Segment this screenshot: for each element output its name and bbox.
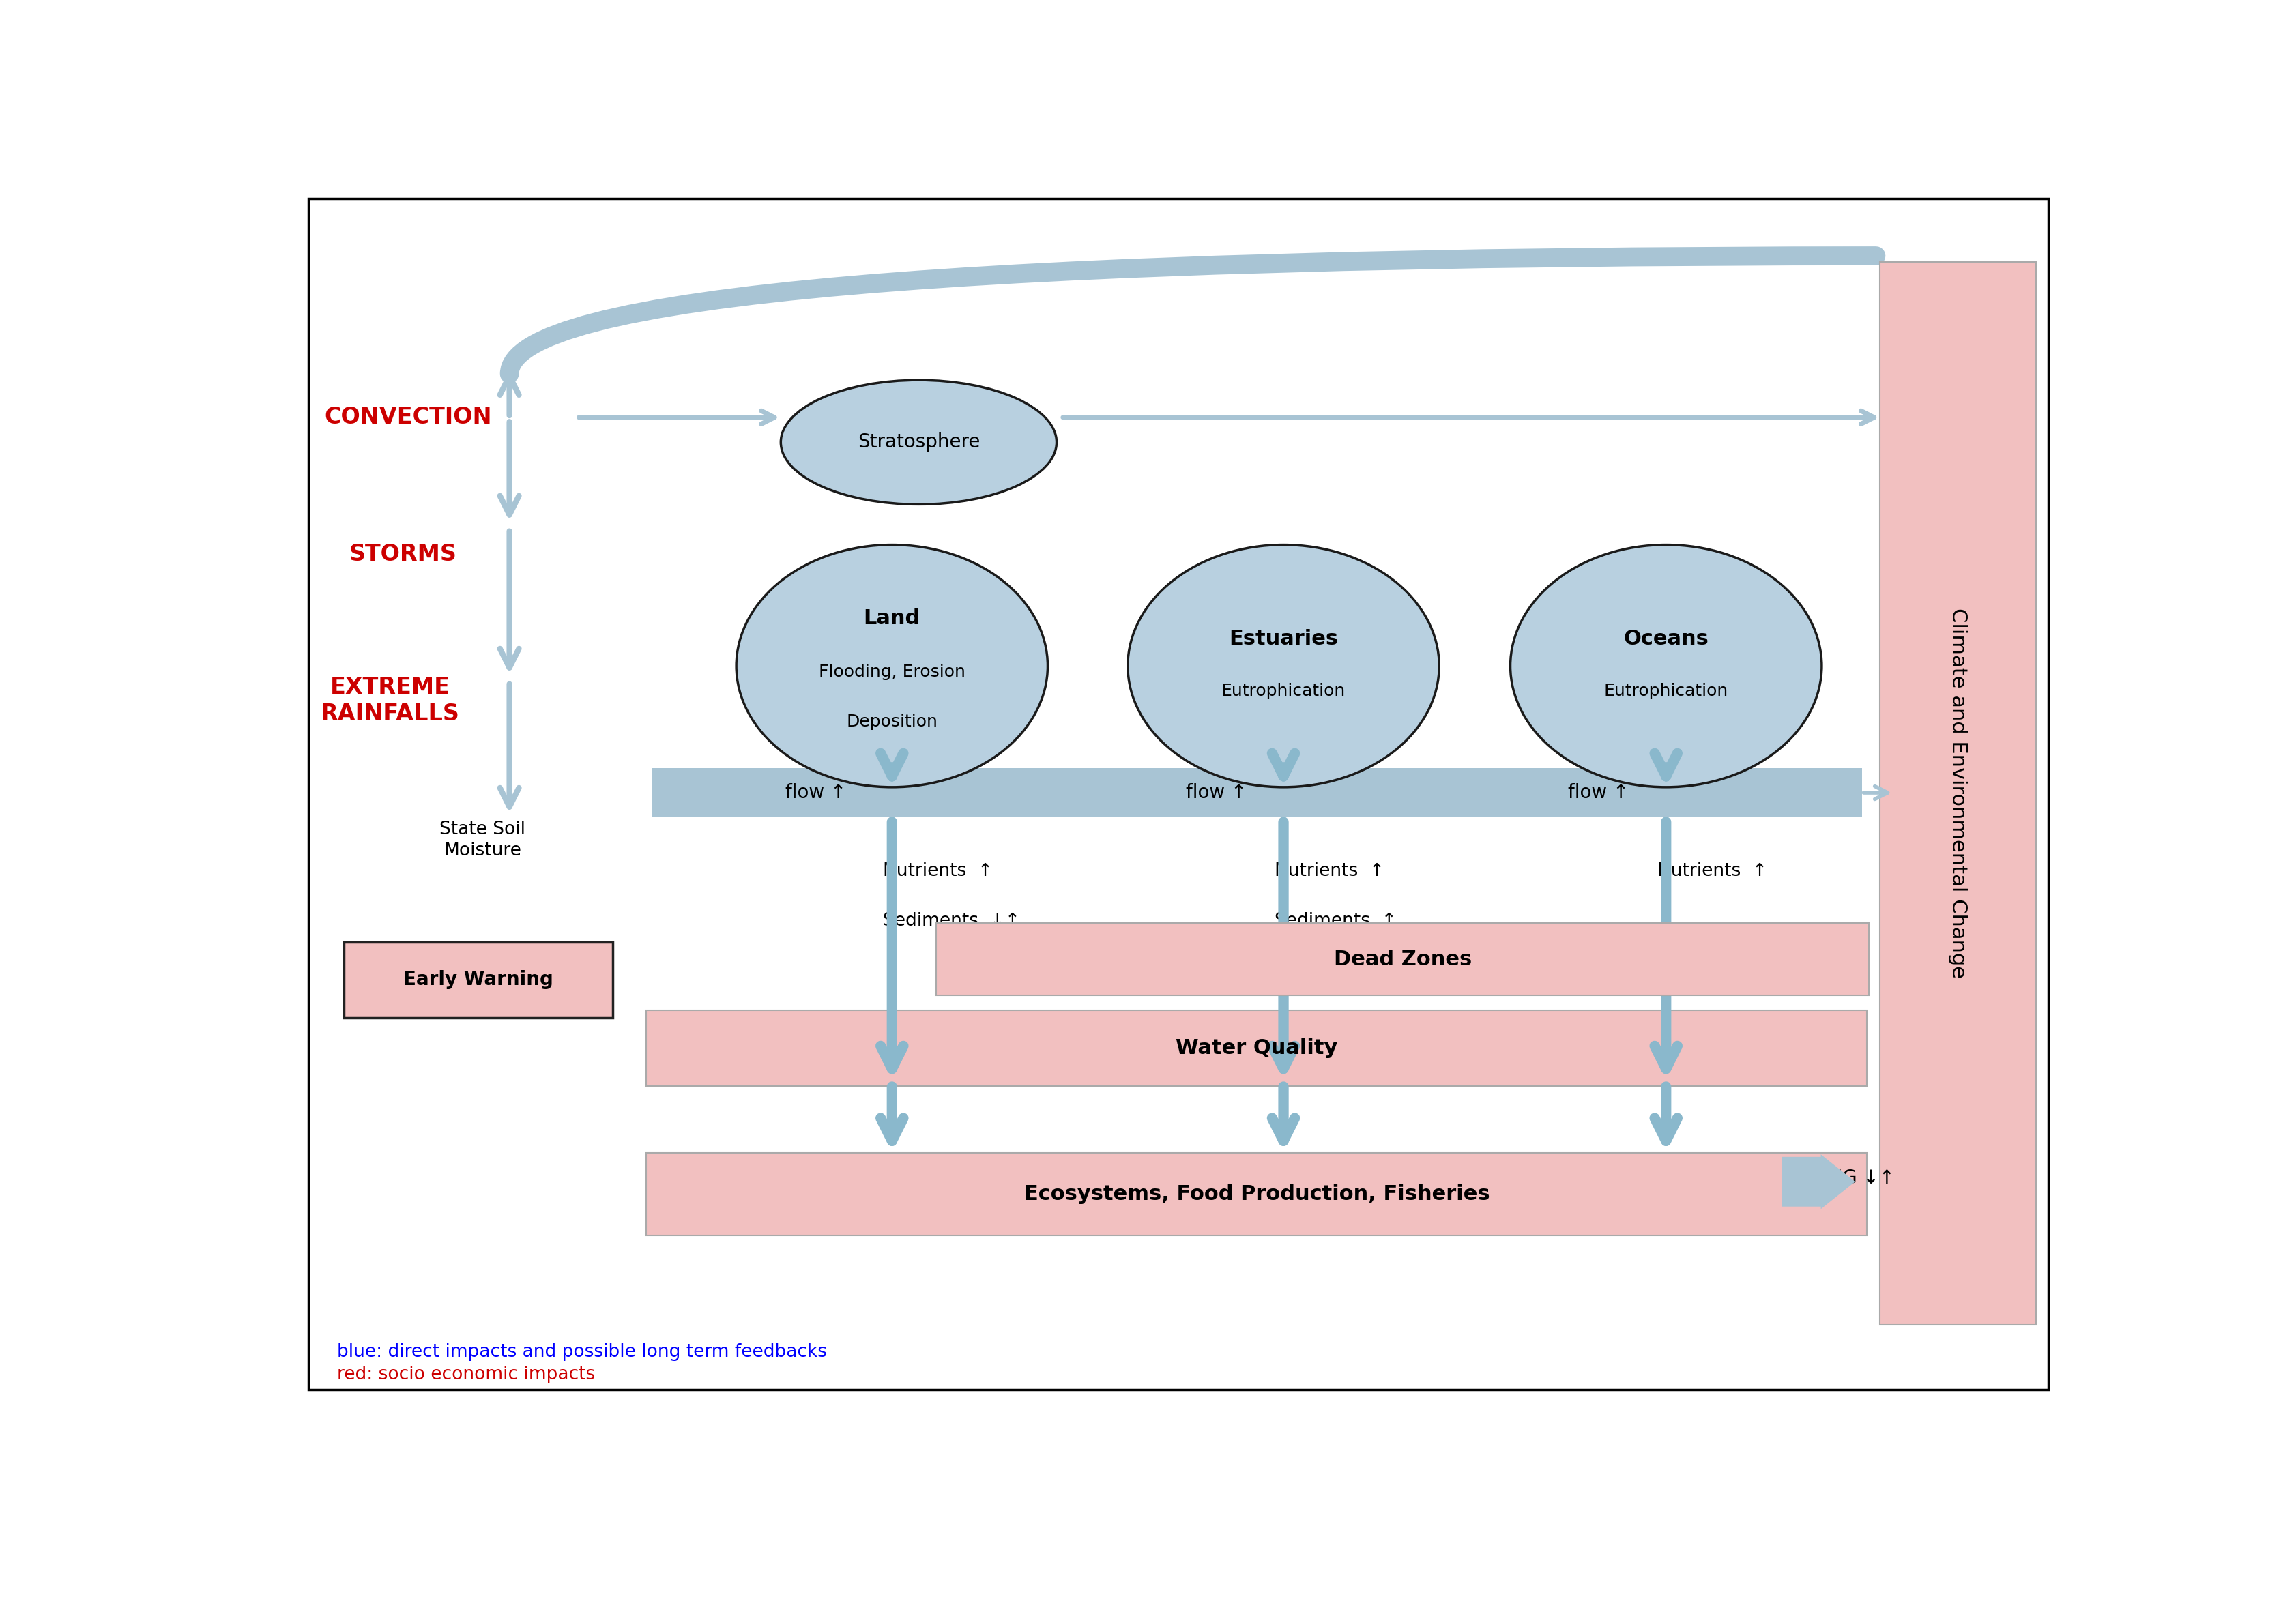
Text: Ecosystems, Food Production, Fisheries: Ecosystems, Food Production, Fisheries	[1024, 1185, 1490, 1204]
Text: Sediments  ↑: Sediments ↑	[1274, 912, 1396, 930]
FancyArrow shape	[1782, 1154, 1855, 1209]
FancyBboxPatch shape	[647, 1010, 1867, 1086]
Text: CONVECTION: CONVECTION	[324, 407, 491, 429]
Text: Land: Land	[863, 608, 921, 628]
Text: Eutrophication: Eutrophication	[1221, 683, 1345, 699]
Text: Dead Zones: Dead Zones	[1334, 949, 1472, 968]
Text: State Soil
Moisture: State Soil Moisture	[441, 820, 526, 859]
Text: Nutrients  ↑: Nutrients ↑	[1274, 862, 1384, 880]
Text: Flooding, Erosion: Flooding, Erosion	[820, 663, 964, 681]
Text: Nutrients  ↑: Nutrients ↑	[1658, 862, 1768, 880]
Text: STORMS: STORMS	[349, 542, 457, 565]
Text: Estuaries: Estuaries	[1228, 629, 1339, 649]
Text: Eutrophication: Eutrophication	[1605, 683, 1729, 699]
FancyBboxPatch shape	[344, 943, 613, 1018]
Text: Stratosphere: Stratosphere	[856, 433, 980, 452]
Text: Nutrients  ↑: Nutrients ↑	[884, 862, 994, 880]
FancyBboxPatch shape	[1880, 261, 2037, 1325]
Ellipse shape	[737, 546, 1047, 788]
Text: red: socio economic impacts: red: socio economic impacts	[338, 1365, 595, 1383]
Text: Sediments  ↓↑: Sediments ↓↑	[884, 912, 1019, 930]
Ellipse shape	[781, 379, 1056, 504]
FancyBboxPatch shape	[647, 1152, 1867, 1235]
Text: Water Quality: Water Quality	[1176, 1038, 1339, 1059]
Text: blue: direct impacts and possible long term feedbacks: blue: direct impacts and possible long t…	[338, 1343, 827, 1361]
FancyBboxPatch shape	[937, 923, 1869, 996]
Text: flow ↑: flow ↑	[785, 783, 847, 802]
Text: Early Warning: Early Warning	[404, 970, 553, 989]
FancyBboxPatch shape	[652, 768, 1862, 818]
Text: EXTREME
RAINFALLS: EXTREME RAINFALLS	[321, 676, 459, 725]
Text: Deposition: Deposition	[847, 713, 937, 730]
Text: Oceans: Oceans	[1623, 629, 1708, 649]
Text: flow ↑: flow ↑	[1185, 783, 1247, 802]
Text: GHG ↓↑: GHG ↓↑	[1814, 1169, 1894, 1188]
Ellipse shape	[1127, 546, 1440, 788]
Ellipse shape	[1511, 546, 1821, 788]
Text: flow ↑: flow ↑	[1568, 783, 1630, 802]
Text: Climate and Environmental Change: Climate and Environmental Change	[1947, 608, 1968, 978]
